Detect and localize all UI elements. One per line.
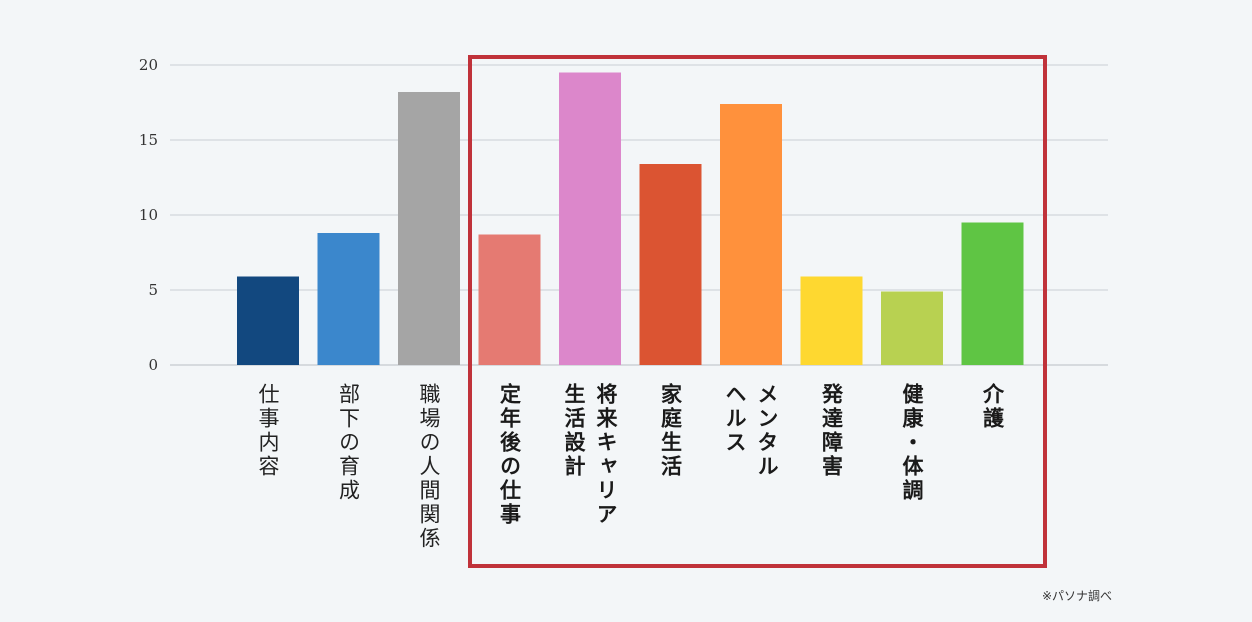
bar	[800, 276, 863, 365]
y-tick-label: 15	[139, 131, 158, 149]
bar	[961, 222, 1024, 365]
x-category-label: 部下の育成	[336, 383, 361, 503]
bar	[881, 291, 943, 365]
bar	[237, 276, 299, 365]
x-category-label: 健康・体調	[900, 383, 924, 503]
x-category-label: 仕事内容	[256, 383, 280, 479]
y-tick-label: 0	[148, 356, 158, 374]
x-category-label: 定年後の仕事	[497, 383, 522, 527]
y-axis-ticks: 0 5 10 15 20	[139, 56, 158, 374]
highlight-box	[468, 55, 1047, 568]
x-category-label: メンタル ヘルス	[723, 383, 779, 479]
bar	[398, 92, 460, 365]
x-category-label: 発達障害	[819, 383, 844, 479]
footnote: ※パソナ調べ	[1041, 589, 1112, 603]
x-category-label: 職場の人間関係	[417, 383, 441, 551]
bar	[559, 72, 621, 365]
x-category-label: 介護	[980, 383, 1005, 431]
bar	[639, 164, 702, 365]
x-category-label: 家庭生活	[658, 383, 683, 479]
x-category-label: 将来キャリア 生活設計	[562, 383, 618, 527]
bar	[720, 104, 782, 365]
bars	[237, 72, 1024, 365]
bar	[478, 234, 541, 365]
bar	[317, 233, 380, 365]
y-tick-label: 10	[139, 206, 158, 224]
y-tick-label: 20	[139, 56, 158, 74]
y-tick-label: 5	[148, 281, 158, 299]
